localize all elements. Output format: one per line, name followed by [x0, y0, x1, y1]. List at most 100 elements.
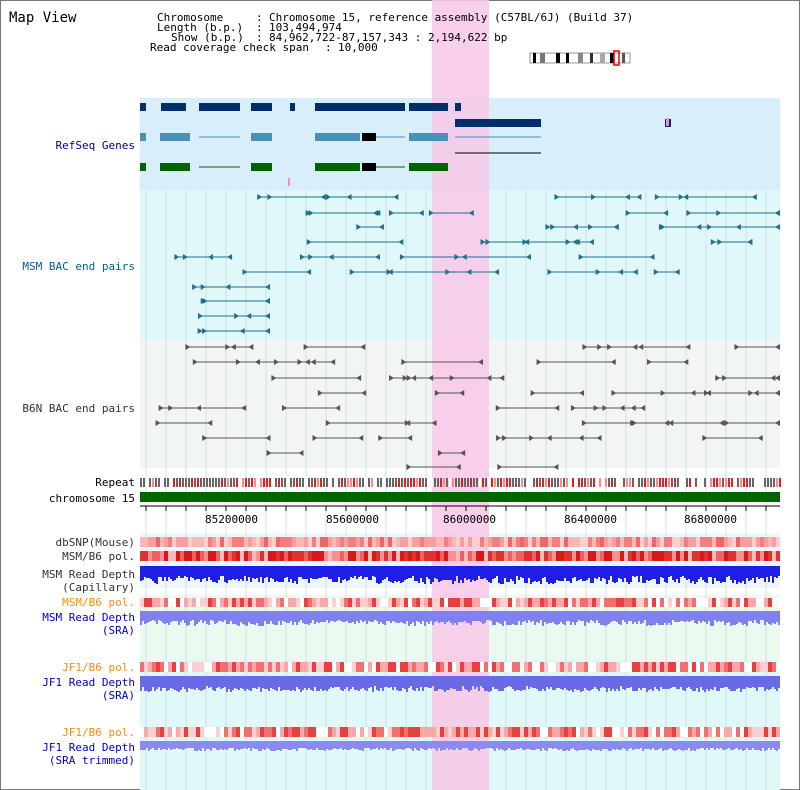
- heatmap-cell: [776, 662, 780, 672]
- read-depth-bar: [378, 611, 380, 624]
- read-depth-bar: [404, 566, 406, 580]
- read-depth-bar: [148, 566, 150, 578]
- read-depth-bar: [186, 676, 188, 692]
- heatmap-cell: [712, 551, 716, 561]
- read-depth-bar: [612, 741, 614, 749]
- read-depth-bar: [544, 741, 546, 750]
- heatmap-cell: [728, 537, 732, 547]
- read-depth-bar: [492, 611, 494, 625]
- heatmap-cell: [612, 727, 616, 737]
- read-depth-bar: [254, 611, 256, 625]
- heatmap-cell: [556, 551, 560, 561]
- bac-end-marker: [724, 420, 730, 426]
- repeat-feature: [233, 478, 235, 487]
- read-depth-bar: [154, 676, 156, 691]
- repeat-feature: [230, 478, 232, 487]
- read-depth-bar: [238, 566, 240, 581]
- repeat-feature: [752, 478, 754, 487]
- read-depth-bar: [234, 741, 236, 751]
- read-depth-bar: [752, 741, 754, 748]
- read-depth-bar: [580, 611, 582, 621]
- read-depth-bar: [422, 566, 424, 582]
- read-depth-bar: [166, 566, 168, 581]
- read-depth-bar: [562, 566, 564, 581]
- heatmap-cell: [352, 537, 356, 547]
- read-depth-bar: [552, 566, 554, 584]
- read-depth-bar: [442, 741, 444, 750]
- read-depth-bar: [520, 566, 522, 577]
- read-depth-bar: [224, 676, 226, 687]
- heatmap-cell: [428, 551, 432, 561]
- bac-end-marker: [378, 435, 384, 441]
- heatmap-cell: [212, 598, 216, 607]
- heatmap-cell: [400, 727, 404, 737]
- heatmap-cell: [272, 598, 276, 607]
- heatmap-cell: [272, 662, 276, 672]
- read-depth-bar: [396, 566, 398, 582]
- heatmap-cell: [460, 662, 464, 672]
- read-depth-bar: [352, 741, 354, 748]
- read-depth-bar: [508, 566, 510, 582]
- read-depth-bar: [462, 676, 464, 686]
- heatmap-cell: [220, 551, 224, 561]
- read-depth-bar: [764, 566, 766, 582]
- read-depth-bar: [352, 676, 354, 687]
- heatmap-cell: [468, 727, 472, 737]
- read-depth-bar: [648, 741, 650, 749]
- read-depth-bar: [262, 741, 264, 749]
- axis-tick-label: 86400000: [564, 513, 617, 526]
- read-depth-bar: [442, 611, 444, 622]
- heatmap-cell: [180, 727, 184, 737]
- heatmap-cell: [500, 537, 504, 547]
- read-depth-bar: [756, 741, 758, 750]
- heatmap-cell: [496, 598, 500, 607]
- bac-end-marker: [207, 254, 213, 260]
- read-depth-bar: [294, 676, 296, 691]
- read-depth-bar: [164, 566, 166, 577]
- read-depth-bar: [456, 611, 458, 625]
- read-depth-bar: [404, 676, 406, 689]
- heatmap-cell: [604, 727, 608, 737]
- heatmap-cell: [752, 537, 756, 547]
- read-depth-bar: [362, 611, 364, 622]
- read-depth-bar: [576, 741, 578, 751]
- gene-exon: [140, 163, 146, 171]
- read-depth-bar: [670, 676, 672, 688]
- read-depth-bar: [778, 741, 780, 749]
- read-depth-bar: [728, 676, 730, 689]
- heatmap-cell: [576, 551, 580, 561]
- read-depth-bar: [186, 741, 188, 748]
- read-depth-bar: [774, 566, 776, 577]
- heatmap-cell: [284, 551, 288, 561]
- read-depth-bar: [722, 741, 724, 750]
- read-depth-bar: [704, 741, 706, 750]
- read-depth-bar: [518, 611, 520, 621]
- read-depth-bar: [640, 566, 642, 576]
- repeat-feature: [764, 478, 766, 487]
- read-depth-bar: [592, 611, 594, 621]
- bac-end-marker: [683, 359, 689, 365]
- read-depth-bar: [360, 676, 362, 689]
- read-depth-bar: [360, 611, 362, 620]
- heatmap-cell: [224, 727, 228, 737]
- heatmap-cell: [316, 727, 320, 737]
- read-depth-bar: [534, 741, 536, 750]
- repeat-feature: [560, 478, 562, 487]
- repeat-feature: [293, 478, 295, 487]
- heatmap-cell: [764, 598, 768, 607]
- read-depth-bar: [514, 566, 516, 584]
- heatmap-cell: [544, 551, 548, 561]
- heatmap-cell: [628, 551, 632, 561]
- repeat-feature: [218, 478, 220, 487]
- read-depth-bar: [434, 611, 436, 622]
- heatmap-cell: [284, 662, 288, 672]
- bac-end-marker: [449, 375, 455, 381]
- heatmap-cell: [600, 551, 604, 561]
- read-depth-bar: [480, 566, 482, 579]
- heatmap-cell: [308, 662, 312, 672]
- read-depth-bar: [330, 566, 332, 579]
- heatmap-cell: [492, 662, 496, 672]
- repeat-feature: [269, 478, 271, 487]
- heatmap-cell: [412, 662, 416, 672]
